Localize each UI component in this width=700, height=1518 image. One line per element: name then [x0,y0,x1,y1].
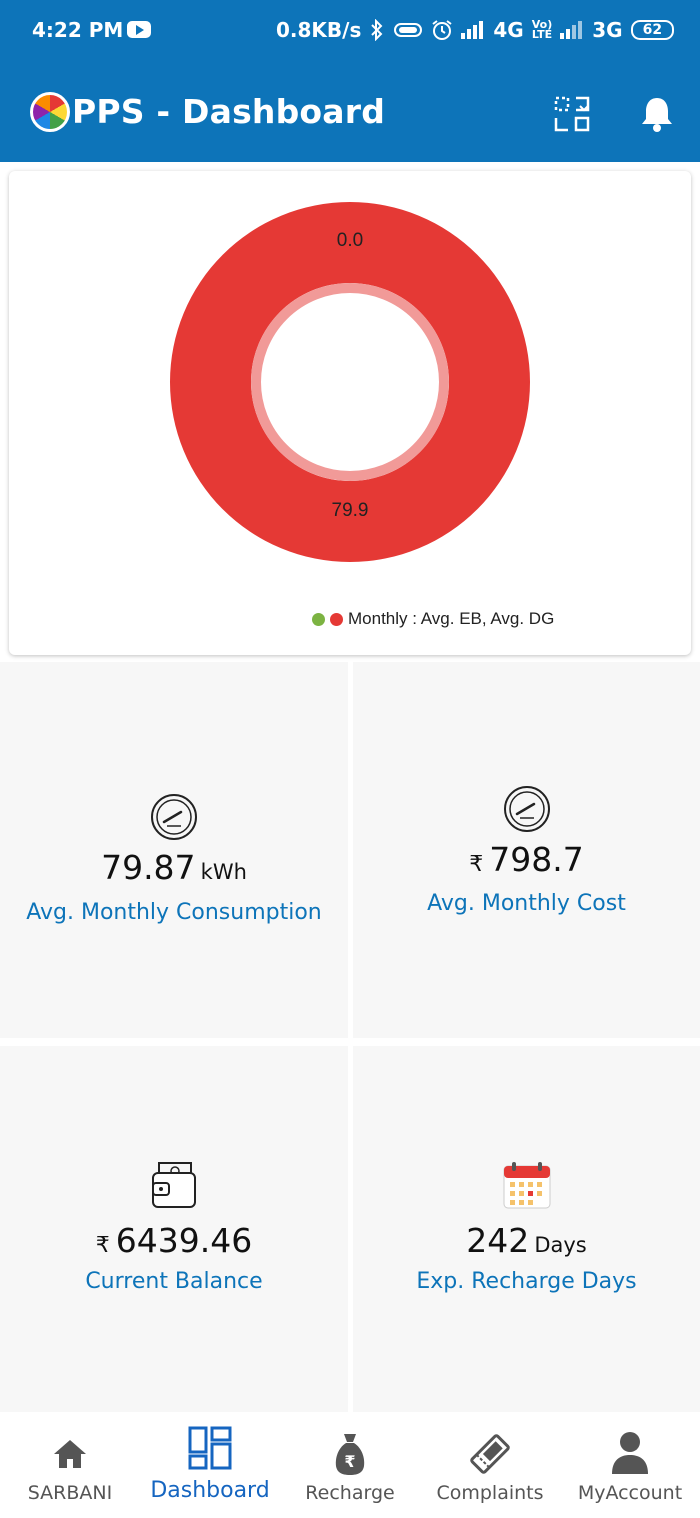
qr-scan-icon[interactable] [552,94,592,134]
home-icon [54,1440,86,1468]
dashboard-icon [188,1426,232,1470]
consumption-value: 79.87 kWh [101,848,247,887]
bottom-navigation: SARBANI Dashboard ₹ Recharge Complaints [0,1418,700,1518]
bluetooth-icon [371,19,383,41]
speedometer-icon [151,794,197,840]
nav-label-dashboard: Dashboard [150,1478,270,1503]
slice-value-label: 0.0 [337,230,363,251]
nav-item-dashboard[interactable]: Dashboard [140,1418,280,1518]
rupee-bag-icon: ₹ [335,1434,365,1475]
cost-value: ₹798.7 [469,840,584,879]
tile-avg-consumption[interactable]: 79.87 kWh Avg. Monthly Consumption [0,662,348,1038]
app-bar: PPS - Dashboard [0,62,700,162]
tile-recharge-days[interactable]: 242 Days Exp. Recharge Days [353,1046,700,1412]
net-speed: 0.8KB/s [276,18,362,42]
page-title: PPS - Dashboard [72,92,386,131]
nav-label-home: SARBANI [27,1482,113,1504]
chart-legend: Monthly : Avg. EB, Avg. DG [312,609,554,629]
battery-icon: 62 [630,20,675,40]
wallet-icon [152,1162,196,1208]
logo-icon [30,92,70,132]
bell-icon[interactable] [638,94,676,132]
signal-icon [461,21,485,39]
balance-label: Current Balance [85,1269,263,1294]
calendar-icon [503,1162,550,1209]
status-right-group: 0.8KB/s 4G Vo) LTE 3G 62 [276,18,675,42]
volte-label: Vo) LTE [531,18,553,41]
signal2-icon [560,21,584,39]
nav-label-myaccount: MyAccount [577,1482,683,1504]
nav-label-recharge: Recharge [305,1482,395,1504]
youtube-notification-icon [127,21,151,38]
svg-text:₹: ₹ [344,1452,355,1471]
status-bar: 4:22 PM 0.8KB/s 4G Vo) LTE 3G 62 [0,0,700,62]
nav-item-home[interactable]: SARBANI [0,1418,140,1518]
consumption-chart-card: 0.0 79.9 [9,171,691,655]
slice-value-label: 79.9 [332,500,369,521]
nav-item-complaints[interactable]: Complaints [420,1418,560,1518]
status-time: 4:22 PM [32,18,124,42]
nav-item-recharge[interactable]: ₹ Recharge [280,1418,420,1518]
net2-label: 3G [592,18,623,42]
consumption-label: Avg. Monthly Consumption [26,900,322,925]
recharge-days-value: 242 Days [466,1221,587,1260]
nav-label-complaints: Complaints [436,1482,544,1504]
ticket-icon [470,1434,510,1474]
cost-label: Avg. Monthly Cost [427,891,626,916]
recharge-days-label: Exp. Recharge Days [416,1269,637,1294]
tile-avg-cost[interactable]: ₹798.7 Avg. Monthly Cost [353,662,700,1038]
legend-dot-eb [312,612,325,626]
nav-item-myaccount[interactable]: MyAccount [560,1418,700,1518]
alarm-icon [432,20,452,40]
legend-text: Monthly : Avg. EB, Avg. DG [348,609,555,628]
speedometer-icon [503,786,550,832]
donut-chart: 0.0 79.9 [170,202,530,562]
net1-label: 4G [493,18,524,42]
legend-dot-dg [330,612,343,626]
donut-inner-ring [251,283,449,481]
person-icon [612,1432,648,1474]
vibrate-icon [394,23,423,37]
tile-current-balance[interactable]: ₹6439.46 Current Balance [0,1046,348,1412]
balance-value: ₹6439.46 [95,1221,253,1260]
slice-avg-dg [170,202,530,562]
